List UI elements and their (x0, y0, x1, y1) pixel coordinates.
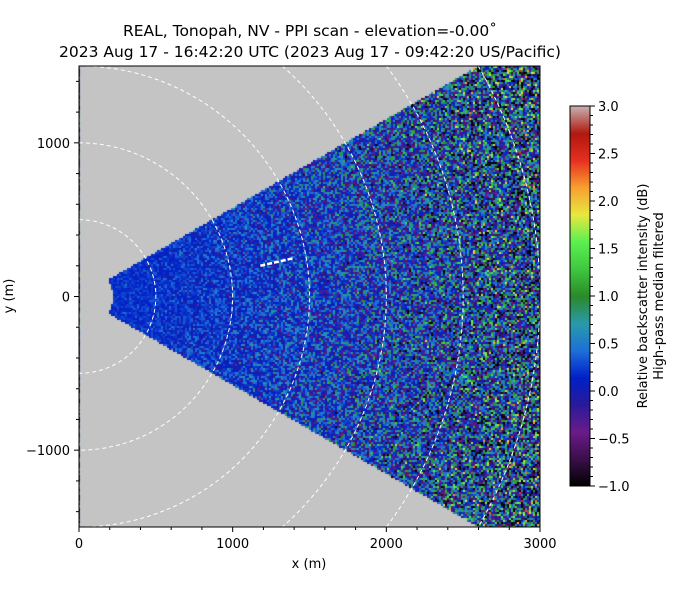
x-tick-label: 0 (75, 537, 83, 552)
y-tick-label: −1000 (26, 444, 70, 459)
range-ring (477, 65, 541, 528)
range-ring (78, 65, 310, 528)
colorbar-tick-label: 3.0 (598, 100, 619, 115)
colorbar-tick-label: −1.0 (598, 480, 630, 495)
chart-title-line1: REAL, Tonopah, NV - PPI scan - elevation… (122, 22, 498, 40)
x-axis-label: x (m) (292, 557, 327, 572)
colorbar-tick-label: 1.5 (598, 243, 619, 258)
x-tick-label: 2000 (370, 537, 403, 552)
plot-frame (78, 65, 541, 528)
x-tick-label: 3000 (523, 537, 556, 552)
range-ring (78, 142, 234, 451)
y-tick-label: 0 (62, 291, 70, 306)
y-axis-label: y (m) (2, 279, 17, 314)
colorbar-label-line1: Relative backscatter intensity (dB) (636, 184, 651, 409)
x-tick-label: 1000 (216, 537, 249, 552)
range-ring (78, 219, 157, 374)
colorbar-tick-label: 0.5 (598, 338, 619, 353)
colorbar-tick-label: 1.0 (598, 290, 619, 305)
colorbar-tick-label: 2.5 (598, 148, 619, 163)
colorbar-frame (569, 105, 591, 487)
colorbar-tick-label: 0.0 (598, 385, 619, 400)
colorbar-gradient (570, 106, 590, 486)
range-ring (385, 65, 464, 528)
colorbar-tick-label: 2.0 (598, 195, 619, 210)
y-tick-label: 1000 (37, 137, 70, 152)
chart-title-line2: 2023 Aug 17 - 16:42:20 UTC (2023 Aug 17 … (59, 43, 561, 61)
colorbar-tick-label: −0.5 (598, 433, 630, 448)
feature-marker (260, 256, 295, 267)
colorbar-label-line2: High-pass median filtered (652, 212, 667, 380)
range-ring (281, 65, 387, 528)
